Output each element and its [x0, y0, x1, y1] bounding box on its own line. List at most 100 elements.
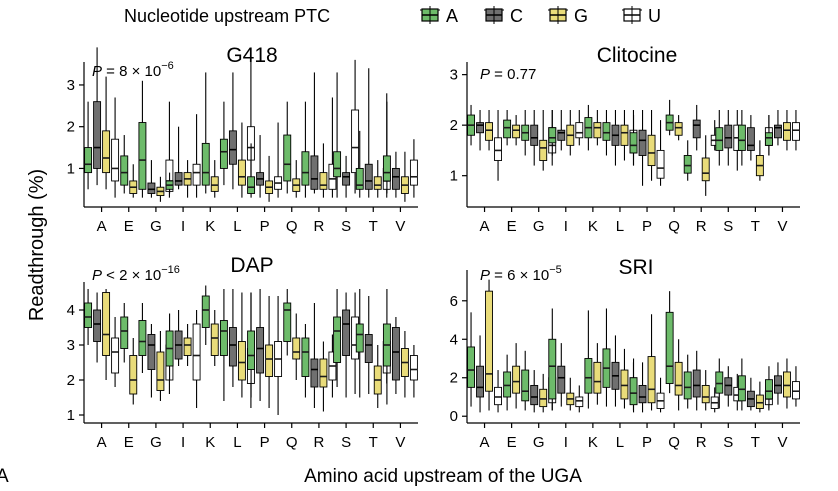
x-tick-label-I: I	[564, 434, 568, 451]
box-P-A	[629, 115, 638, 166]
box-T-G	[755, 381, 764, 413]
box-I-A	[548, 308, 557, 411]
x-tick-label-K: K	[588, 434, 598, 451]
x-tick-label-R: R	[313, 434, 324, 451]
box-V-G	[783, 358, 791, 409]
box-G-G	[539, 373, 548, 413]
y-tick-label: 3	[450, 67, 458, 84]
box-S-C	[724, 110, 733, 166]
x-tick-label-I: I	[181, 218, 185, 235]
box-A-C	[476, 110, 484, 151]
box-K-A	[584, 310, 593, 409]
y-tick-label: 3	[67, 337, 75, 354]
box-R-C	[310, 303, 319, 408]
y-tick-label: 6	[450, 293, 458, 310]
box-A-U	[494, 370, 502, 413]
box-T-G	[373, 345, 382, 408]
box-P-U	[656, 377, 665, 413]
legend-item-G: G	[548, 6, 588, 26]
x-tick-label-Q: Q	[286, 218, 298, 235]
box-R-A	[683, 140, 692, 181]
box-R-C	[310, 72, 319, 194]
box-S-A	[715, 110, 724, 166]
y-tick-label: 3	[67, 77, 75, 94]
box-V-G	[400, 151, 409, 202]
box-T-A	[737, 110, 746, 166]
box-V-G	[783, 110, 791, 151]
box-A-A	[84, 101, 93, 190]
box-Q-G	[292, 313, 301, 380]
x-tick-label-R: R	[696, 218, 707, 235]
x-tick-label-K: K	[588, 218, 598, 235]
x-tick-label-L: L	[233, 434, 241, 451]
box-Q-A	[665, 291, 674, 394]
p-value: P < 2 × 10−16	[92, 264, 180, 284]
y-tick-label: 2	[450, 117, 458, 134]
p-value: P = 8 × 10−6	[92, 60, 174, 80]
box-L-A	[602, 308, 611, 407]
x-tick-label-P: P	[260, 434, 270, 451]
box-G-G	[539, 110, 548, 171]
box-I-U	[192, 310, 201, 408]
box-V-C	[391, 151, 400, 198]
x-tick-label-S: S	[723, 434, 733, 451]
x-tick-label-E: E	[507, 218, 517, 235]
box-L-G	[620, 348, 629, 409]
legend-title: Nucleotide upstream PTC	[124, 6, 330, 26]
box-R-A	[301, 101, 310, 198]
y-tick-label: 1	[450, 168, 458, 185]
x-tick-label-T: T	[369, 218, 378, 235]
box-P-G	[647, 314, 656, 411]
p-value: P = 6 × 10−5	[480, 264, 562, 284]
y-tick-label: 2	[450, 370, 458, 387]
x-tick-label-I: I	[564, 218, 568, 235]
box-G-A	[521, 350, 530, 411]
x-tick-label-L: L	[616, 218, 624, 235]
y-tick-label: 2	[67, 372, 75, 389]
box-A-A	[467, 104, 475, 146]
box-I-U	[575, 385, 584, 413]
x-tick-label-I: I	[181, 434, 185, 451]
box-P-G	[647, 110, 656, 181]
box-G-G	[156, 331, 165, 401]
box-Q-G	[674, 115, 683, 141]
corner-label: A	[0, 466, 9, 487]
box-Q-G	[292, 160, 301, 198]
box-K-G	[210, 160, 219, 198]
y-tick-label: 1	[67, 160, 75, 177]
box-V-A	[382, 101, 391, 194]
x-tick-label-P: P	[642, 218, 652, 235]
legend-label-C: C	[510, 6, 523, 26]
box-S-C	[724, 366, 733, 407]
box-P-G	[265, 155, 274, 202]
x-tick-label-P: P	[642, 434, 652, 451]
box-A-G	[485, 110, 493, 151]
x-tick-label-L: L	[616, 434, 624, 451]
box-S-A	[715, 358, 724, 409]
box-L-C	[228, 289, 237, 387]
box-K-G	[593, 110, 602, 146]
box-R-G	[319, 341, 328, 412]
box-V-U	[409, 345, 418, 398]
x-tick-label-R: R	[313, 218, 324, 235]
box-G-A	[138, 80, 147, 198]
box-G-A	[138, 303, 147, 373]
x-tick-label-E: E	[124, 218, 134, 235]
box-G-A	[521, 110, 530, 156]
box-R-U	[328, 97, 337, 198]
box-I-U	[192, 114, 201, 198]
box-K-A	[584, 104, 593, 151]
box-I-C	[174, 310, 183, 366]
x-tick-label-S: S	[723, 218, 733, 235]
box-L-G	[620, 110, 629, 161]
box-E-A	[503, 110, 512, 146]
box-I-C	[557, 110, 566, 151]
legend-item-C: C	[484, 6, 523, 26]
box-T-C	[364, 296, 373, 394]
box-G-C	[147, 324, 156, 398]
box-R-G	[701, 370, 710, 411]
box-T-C	[746, 377, 755, 411]
x-tick-label-A: A	[480, 218, 490, 235]
x-tick-label-E: E	[507, 434, 517, 451]
box-A-U	[111, 97, 120, 198]
